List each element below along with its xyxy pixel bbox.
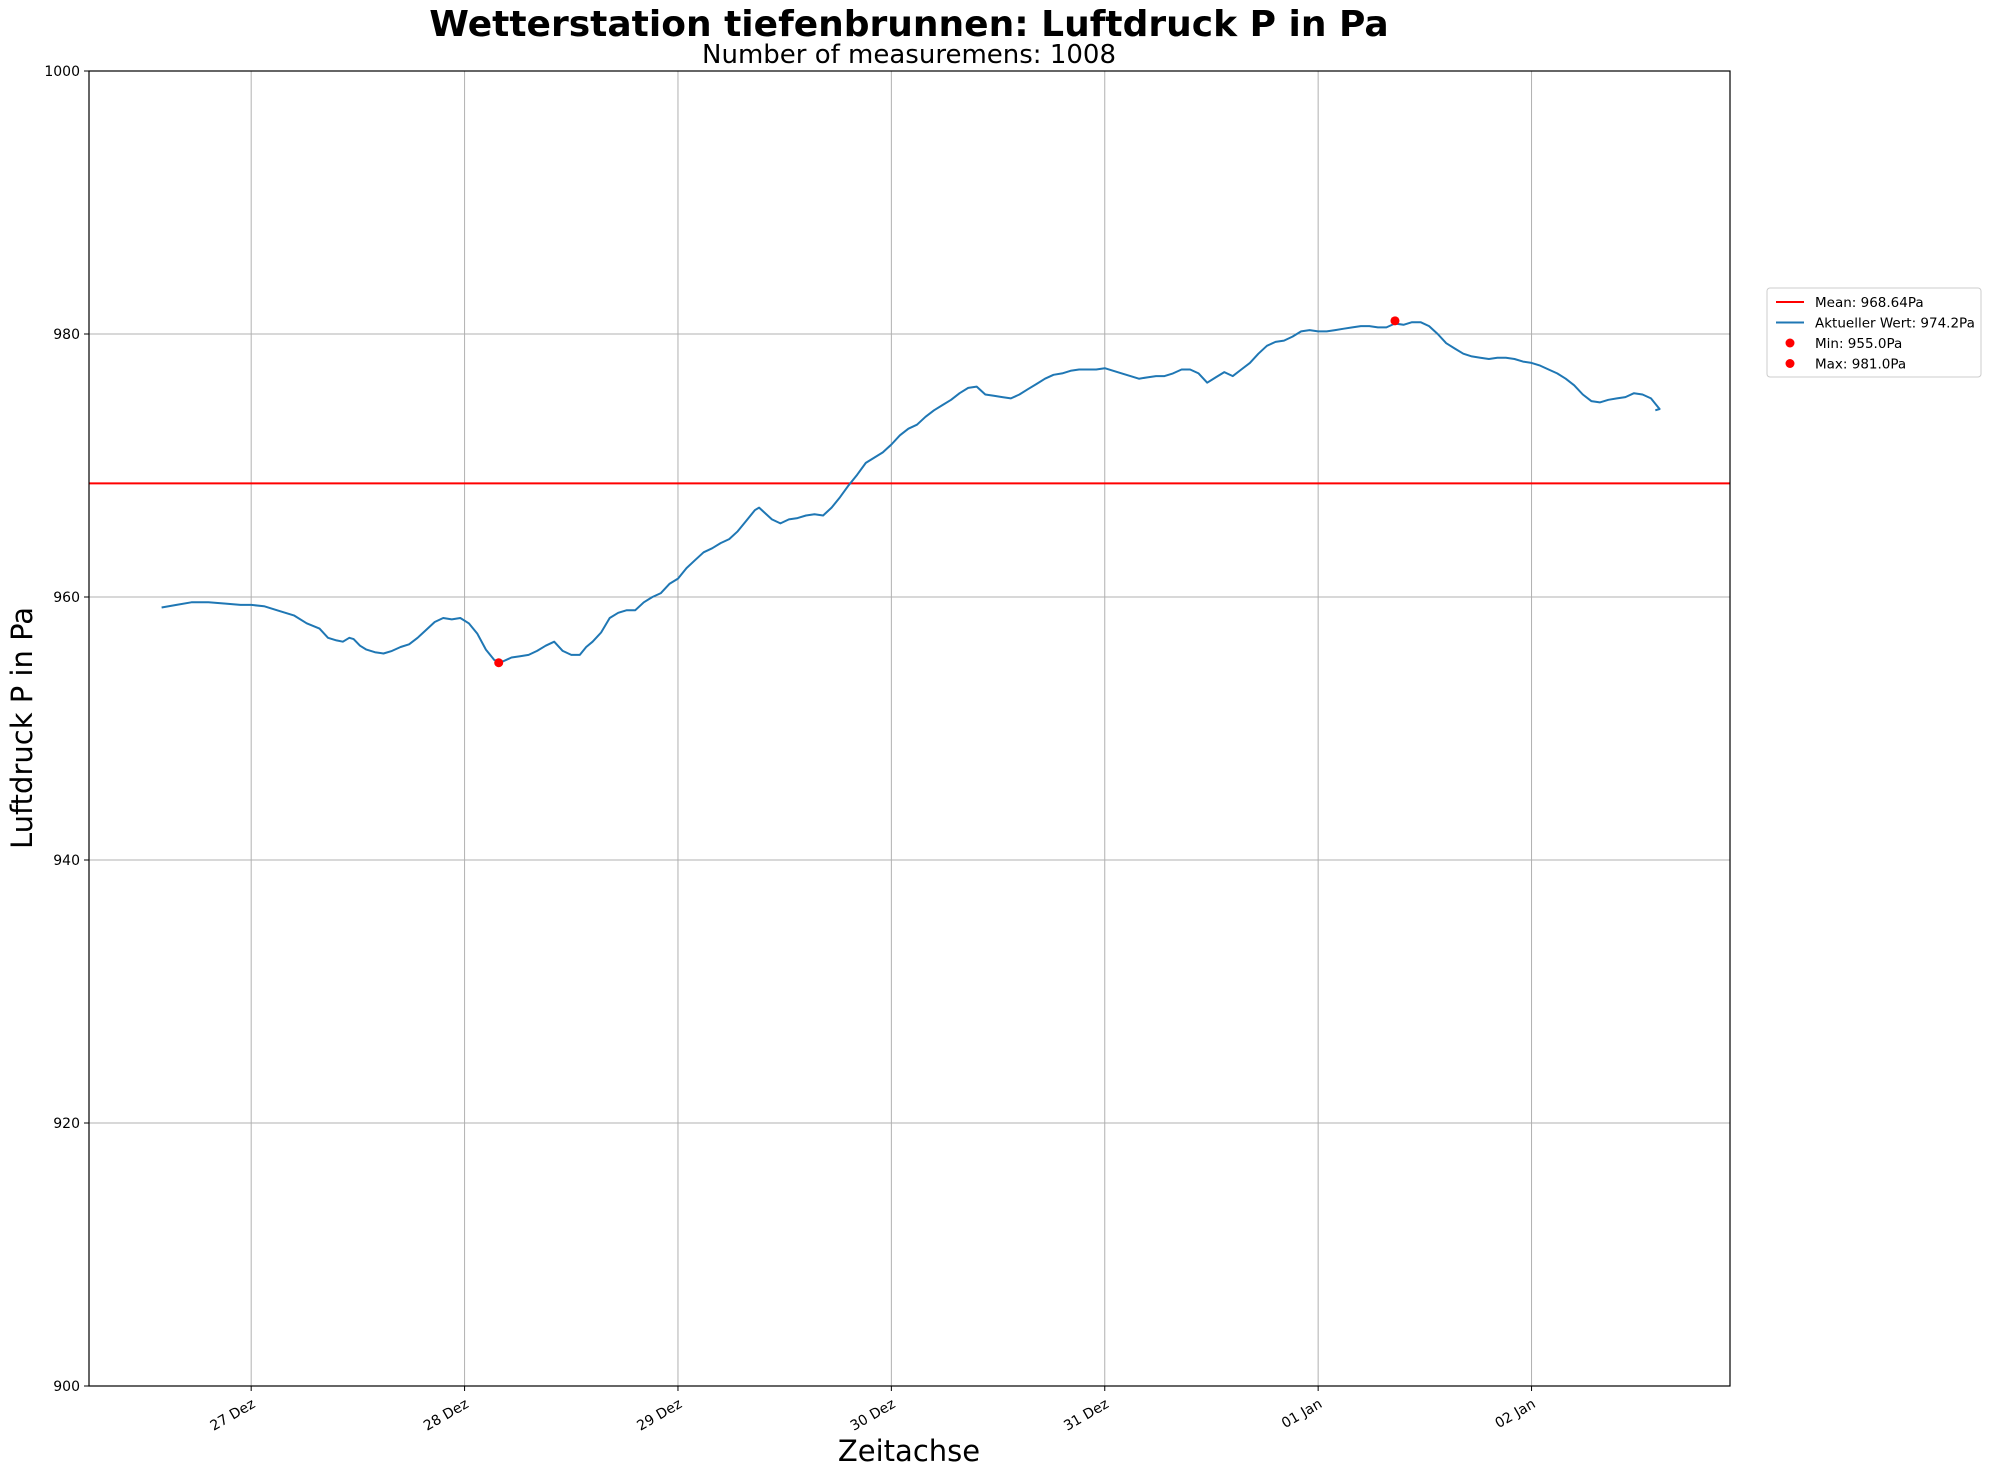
grid-lines	[89, 71, 1730, 1386]
max-marker	[1390, 316, 1400, 326]
chart-title: Wetterstation tiefenbrunnen: Luftdruck P…	[429, 4, 1388, 45]
y-tick-label: 900	[53, 1379, 80, 1395]
y-tick-label: 980	[53, 327, 80, 343]
y-axis-label: Luftdruck P in Pa	[5, 607, 39, 849]
x-axis-ticks: 27 Dez 28 Dez 29 Dez 30 Dez 31 Dez 01 Jan 02 J…	[208, 1386, 1538, 1434]
chart-subtitle: Number of measuremens: 1008	[702, 40, 1116, 70]
x-tick-label: 31 Dez	[1061, 1396, 1111, 1434]
y-axis-ticks: 900 920 940 960 980 1000	[44, 64, 89, 1395]
y-tick-label: 920	[53, 1116, 80, 1132]
y-tick-label: 940	[53, 853, 80, 869]
legend-max-swatch	[1785, 359, 1795, 368]
x-tick-label: 29 Dez	[634, 1396, 684, 1434]
legend-box	[1766, 287, 1982, 378]
y-tick-label: 1000	[44, 64, 80, 80]
legend-aktueller-wert-label: Aktueller Wert: 974.2Pa	[1815, 316, 1975, 332]
legend-min-label: Min: 955.0Pa	[1815, 336, 1902, 352]
min-marker	[494, 658, 504, 668]
y-tick-label: 960	[53, 590, 80, 606]
series-layer	[161, 321, 1661, 663]
x-axis-label: Zeitachse	[838, 1434, 980, 1468]
legend-max-label: Max: 981.0Pa	[1815, 357, 1906, 373]
legend: Mean: 968.64Pa Aktueller Wert: 974.2Pa Min…	[1766, 287, 1982, 378]
legend-mean-label: Mean: 968.64Pa	[1815, 295, 1924, 311]
x-tick-label: 27 Dez	[208, 1396, 258, 1434]
series-line-aktueller-wert	[161, 321, 1661, 663]
legend-min-swatch	[1785, 338, 1795, 348]
x-tick-label: 02 Jan	[1492, 1396, 1538, 1432]
plot-frame	[88, 70, 1731, 1387]
marker-layer	[494, 316, 1400, 668]
x-tick-label: 28 Dez	[421, 1396, 471, 1434]
x-tick-label: 30 Dez	[848, 1396, 898, 1434]
x-tick-label: 01 Jan	[1279, 1396, 1325, 1432]
